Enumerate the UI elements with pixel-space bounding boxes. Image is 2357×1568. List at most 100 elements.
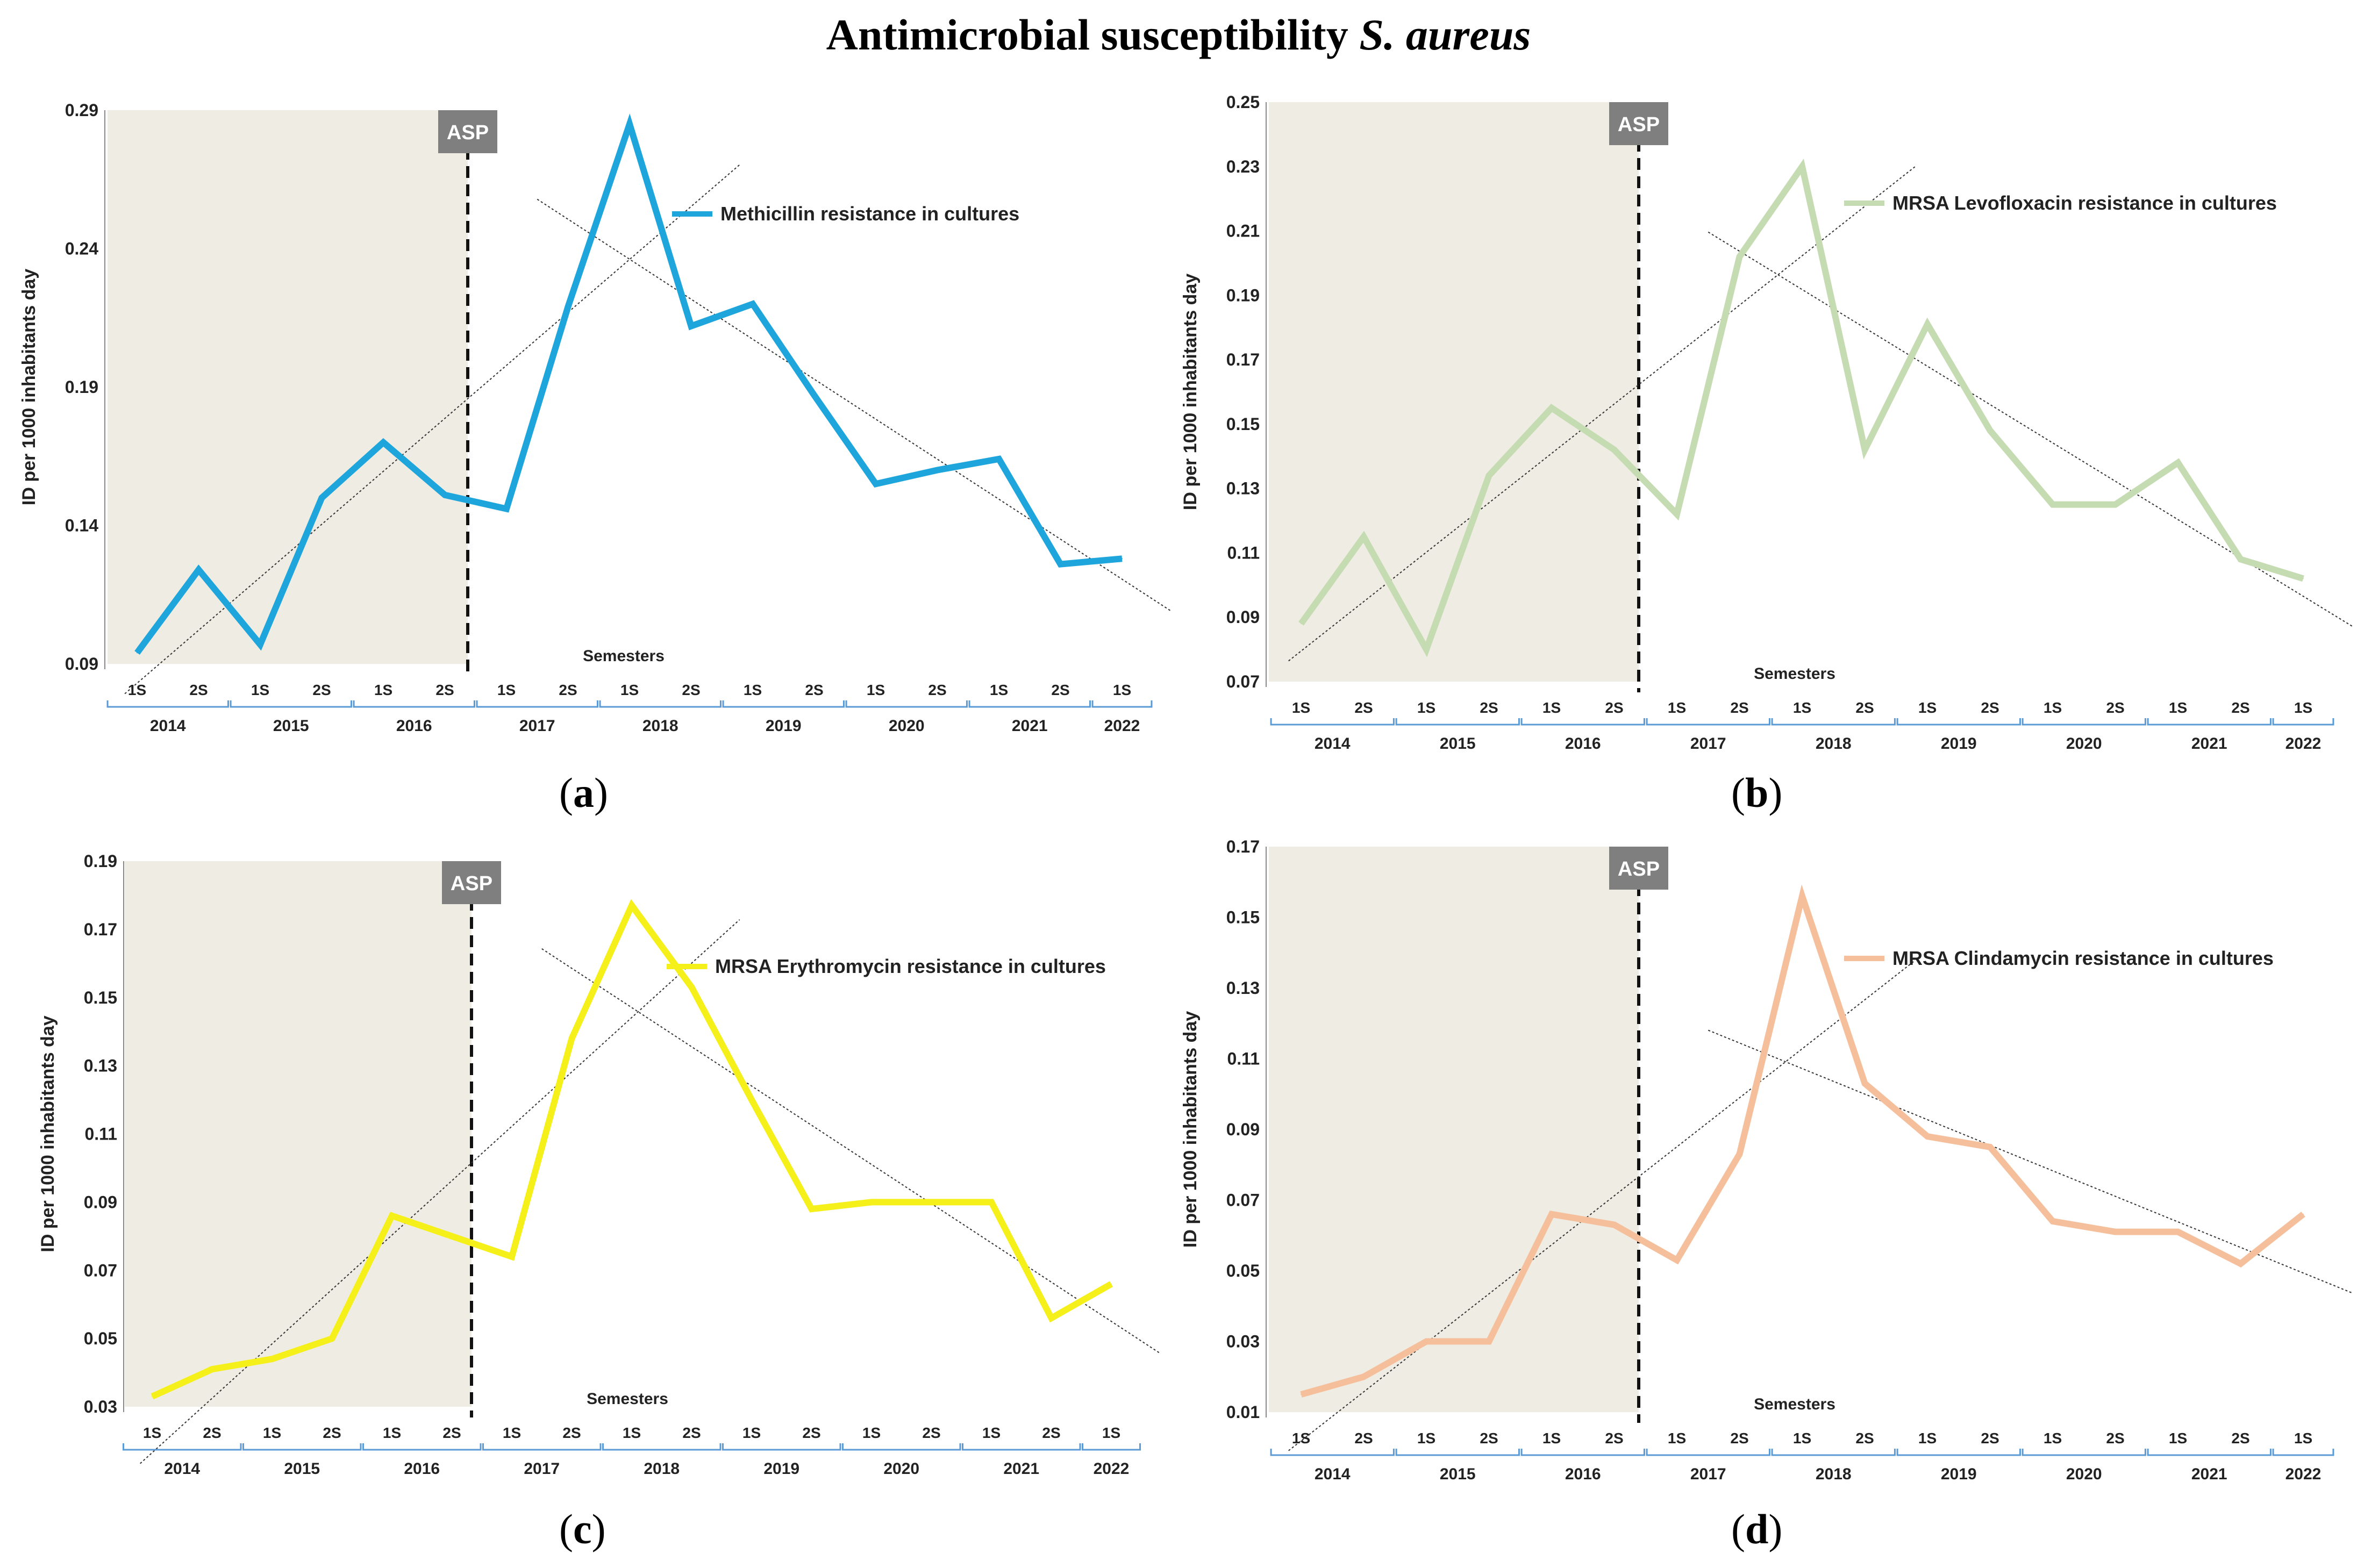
- chart-b-ytick-label: 0.11: [1227, 543, 1260, 562]
- chart-c-year-bracket: [841, 1443, 961, 1451]
- chart-d-ytick-label: 0.05: [1226, 1261, 1260, 1280]
- chart-c-semester-label: 2S: [562, 1424, 581, 1441]
- chart-c-data-point: [211, 1369, 213, 1370]
- chart-a-year-label: 2018: [642, 717, 678, 735]
- chart-c-semester-label: 1S: [143, 1424, 161, 1441]
- chart-d-asp-shade: [1269, 847, 1639, 1412]
- panel-label-b-letter: b: [1745, 769, 1769, 816]
- chart-a-semester-label: 2S: [682, 682, 700, 698]
- chart-a-semester-label: 1S: [867, 682, 885, 698]
- chart-b-ytick-label: 0.21: [1226, 221, 1260, 241]
- chart-b-data-point: [2177, 462, 2179, 463]
- chart-d-semester-label: 2S: [1981, 1430, 1999, 1447]
- panel-label-c: (c): [559, 1506, 606, 1552]
- chart-a-year-label: 2021: [1012, 717, 1048, 735]
- chart-d-year-label: 2016: [1565, 1465, 1601, 1483]
- chart-b-semester-label: 2S: [1855, 699, 1874, 716]
- chart-c-year-label: 2019: [763, 1460, 799, 1478]
- chart-b-semester-label: 2S: [1981, 699, 1999, 716]
- chart-b-year-bracket: [1771, 718, 1896, 726]
- chart-d-svg: 0.01 0.03 0.05 0.07 0.09 0.11 0.13 0.15 0.17 ID p…: [1180, 837, 2354, 1483]
- chart-b-year-label: 2014: [1315, 735, 1351, 753]
- chart-d-semester-label: 1S: [1542, 1430, 1561, 1447]
- chart-c-asp-shade: [125, 861, 472, 1407]
- chart-a-data-point: [875, 483, 876, 485]
- chart-b-trend-line-falling: [1708, 231, 2354, 628]
- chart-c-semester-label: 2S: [922, 1424, 940, 1441]
- chart-c-trend-line-rising: [140, 919, 740, 1464]
- chart-a-ylabel: ID per 1000 inhabitants day: [19, 269, 39, 505]
- chart-a-legend-label: Methicillin resistance in cultures: [720, 203, 1019, 225]
- panel-label-a-letter: a: [573, 769, 594, 816]
- chart-a-asp-label: ASP: [447, 121, 489, 144]
- chart-b-year-label: 2015: [1440, 735, 1476, 753]
- chart-d-year-bracket: [2272, 1449, 2334, 1456]
- chart-d-data-point: [1739, 1154, 1740, 1155]
- chart-b-data-point: [1426, 649, 1427, 650]
- chart-c-ytick-label: 0.11: [84, 1125, 117, 1144]
- chart-a-semester-label: 1S: [251, 682, 269, 698]
- chart-d-ytick-label: 0.03: [1226, 1332, 1260, 1351]
- chart-d-data-point: [1613, 1224, 1615, 1226]
- chart-a-year-label: 2015: [273, 717, 309, 735]
- chart-c-semester-label: 2S: [203, 1424, 221, 1441]
- chart-c-xlabel: Semesters: [587, 1390, 668, 1408]
- chart-c-semester-label: 1S: [503, 1424, 521, 1441]
- chart-d-data-point: [1301, 1394, 1302, 1395]
- chart-b-semester-label: 2S: [2231, 699, 2249, 716]
- chart-b-year-label: 2018: [1816, 735, 1852, 753]
- panel-label-d-letter: d: [1745, 1506, 1769, 1552]
- chart-c-year-label: 2020: [883, 1460, 919, 1478]
- chart-d-semester-label: 2S: [1480, 1430, 1498, 1447]
- chart-c-year-bracket: [242, 1443, 362, 1451]
- chart-a-ytick-label: 0.24: [65, 239, 98, 259]
- chart-d-ytick-label: 0.01: [1226, 1402, 1260, 1422]
- chart-c-data-point: [331, 1338, 333, 1340]
- chart-b-legend-label: MRSA Levofloxacin resistance in cultures: [1892, 192, 2277, 214]
- chart-c-year-label: 2017: [524, 1460, 560, 1478]
- chart-d-data-point: [1488, 1341, 1490, 1342]
- chart-a-data-point: [137, 652, 138, 654]
- chart-a-data-point: [813, 395, 815, 396]
- chart-d-ytick-label: 0.15: [1226, 908, 1260, 927]
- chart-b-semester-label: 2S: [1605, 699, 1623, 716]
- chart-a-data-point: [690, 325, 692, 327]
- chart-d-semester-label: 1S: [2169, 1430, 2187, 1447]
- chart-c-data-point: [991, 1201, 992, 1203]
- chart-b-year-label: 2017: [1690, 735, 1726, 753]
- figure-title-main: Antimicrobial susceptibility: [826, 10, 1360, 59]
- chart-c-legend-label: MRSA Erythromycin resistance in cultures: [715, 955, 1106, 977]
- chart-c-year-bracket: [482, 1443, 602, 1451]
- chart-b-data-point: [1802, 166, 1803, 167]
- chart-b-asp-label: ASP: [1618, 113, 1660, 136]
- chart-c-year-label: 2016: [404, 1460, 440, 1478]
- chart-a-year-bracket: [106, 700, 229, 708]
- chart-c-asp-label: ASP: [451, 872, 492, 895]
- chart-d-data-point: [1426, 1341, 1427, 1342]
- chart-c-semester-label: 1S: [862, 1424, 881, 1441]
- chart-b-year-bracket: [1520, 718, 1645, 726]
- chart-d-year-label: 2018: [1816, 1465, 1852, 1483]
- chart-b-data-point: [2240, 559, 2241, 560]
- chart-c-svg: 0.03 0.05 0.07 0.09 0.11 0.13 0.15 0.17 0.19 ID p…: [38, 851, 1160, 1478]
- panel-label-a: (a): [559, 769, 608, 816]
- chart-b-year-bracket: [1646, 718, 1770, 726]
- chart-d-ylabel: ID per 1000 inhabitants day: [1180, 1011, 1201, 1248]
- chart-d-semester-label: 2S: [1730, 1430, 1748, 1447]
- chart-a-data-point: [198, 569, 199, 570]
- chart-a-semester-label: 2S: [1051, 682, 1069, 698]
- chart-a-data-point: [752, 303, 753, 305]
- chart-b-ytick-label: 0.19: [1226, 285, 1260, 305]
- chart-b-semester-label: 1S: [2044, 699, 2062, 716]
- chart-b-year-bracket: [1395, 718, 1520, 726]
- chart-c-year-bracket: [722, 1443, 841, 1451]
- chart-c-semester-label: 2S: [323, 1424, 341, 1441]
- chart-a-semester-label: 2S: [805, 682, 823, 698]
- chart-b-year-label: 2020: [2066, 735, 2102, 753]
- chart-d-semester-label: 2S: [1354, 1430, 1373, 1447]
- chart-d-data-point: [1363, 1376, 1365, 1378]
- chart-d-semester-label: 2S: [1605, 1430, 1623, 1447]
- chart-b-ytick-label: 0.23: [1226, 157, 1260, 176]
- chart-c-data-point: [751, 1099, 752, 1101]
- chart-d-ytick-label: 0.13: [1226, 978, 1260, 998]
